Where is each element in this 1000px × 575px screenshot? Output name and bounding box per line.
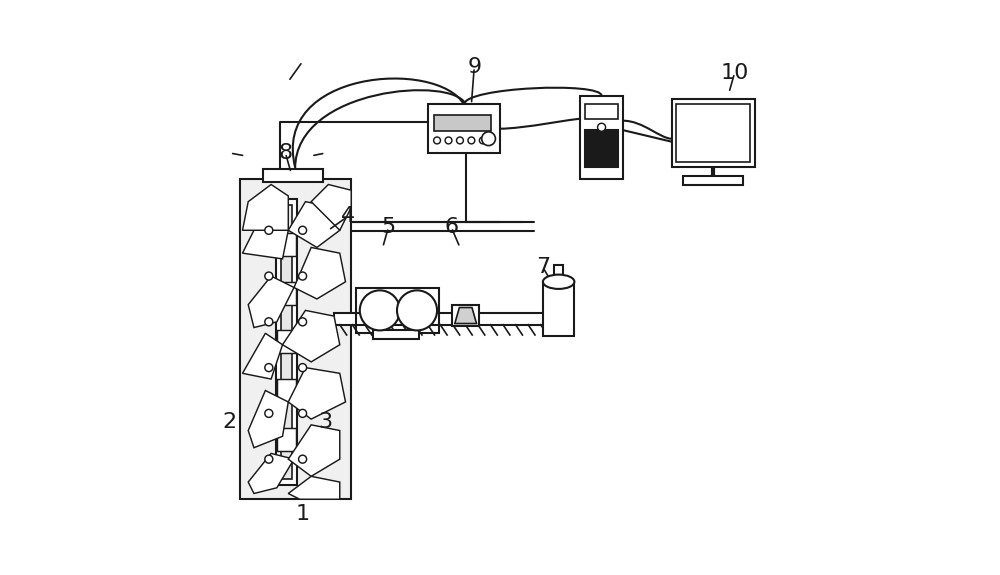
Circle shape xyxy=(479,137,486,144)
Bar xyxy=(554,264,563,275)
Bar xyxy=(277,379,296,402)
Bar xyxy=(281,205,292,479)
Polygon shape xyxy=(248,390,288,448)
Circle shape xyxy=(434,137,440,144)
Text: 2: 2 xyxy=(223,412,237,432)
Circle shape xyxy=(299,272,307,280)
Circle shape xyxy=(299,409,307,417)
Polygon shape xyxy=(288,476,340,499)
Text: 7: 7 xyxy=(536,258,550,278)
Polygon shape xyxy=(243,219,288,259)
Bar xyxy=(276,199,297,485)
Circle shape xyxy=(299,455,307,463)
Polygon shape xyxy=(311,185,351,230)
Circle shape xyxy=(265,409,273,417)
Bar xyxy=(356,288,439,334)
Circle shape xyxy=(299,318,307,326)
Bar xyxy=(277,233,296,256)
Circle shape xyxy=(468,137,475,144)
Circle shape xyxy=(445,137,452,144)
Circle shape xyxy=(598,123,606,131)
Circle shape xyxy=(265,455,273,463)
Polygon shape xyxy=(288,202,340,247)
Polygon shape xyxy=(294,247,346,299)
Bar xyxy=(240,179,351,499)
Bar xyxy=(585,105,618,118)
Polygon shape xyxy=(288,425,340,476)
Bar xyxy=(676,105,750,162)
Bar xyxy=(543,282,574,336)
Ellipse shape xyxy=(543,275,574,289)
Circle shape xyxy=(482,132,495,145)
Text: 10: 10 xyxy=(720,63,749,83)
Text: 4: 4 xyxy=(341,206,355,226)
Text: 5: 5 xyxy=(381,217,396,237)
Text: 8: 8 xyxy=(278,143,292,163)
Circle shape xyxy=(265,363,273,371)
Polygon shape xyxy=(243,185,288,230)
Circle shape xyxy=(265,272,273,280)
Circle shape xyxy=(397,290,437,331)
Circle shape xyxy=(457,137,463,144)
Polygon shape xyxy=(248,276,294,328)
Bar xyxy=(334,313,572,325)
Polygon shape xyxy=(243,334,283,379)
Bar xyxy=(683,176,743,185)
Text: 9: 9 xyxy=(467,57,481,77)
Bar xyxy=(434,115,491,131)
Text: 3: 3 xyxy=(318,412,333,432)
Bar xyxy=(263,169,323,182)
Bar xyxy=(277,331,296,353)
Polygon shape xyxy=(283,310,340,362)
Circle shape xyxy=(299,363,307,371)
Bar xyxy=(428,105,500,153)
Text: 6: 6 xyxy=(444,217,458,237)
Circle shape xyxy=(265,227,273,234)
Polygon shape xyxy=(288,367,346,419)
Polygon shape xyxy=(248,454,294,493)
Circle shape xyxy=(360,290,400,331)
Bar xyxy=(373,331,419,339)
Bar xyxy=(580,96,623,179)
Text: 1: 1 xyxy=(296,504,310,523)
Bar xyxy=(672,99,755,167)
Bar xyxy=(277,428,296,451)
Bar xyxy=(277,282,296,305)
Circle shape xyxy=(265,318,273,326)
Circle shape xyxy=(299,227,307,234)
Bar xyxy=(585,130,618,167)
Polygon shape xyxy=(455,308,477,324)
Bar xyxy=(452,305,479,327)
